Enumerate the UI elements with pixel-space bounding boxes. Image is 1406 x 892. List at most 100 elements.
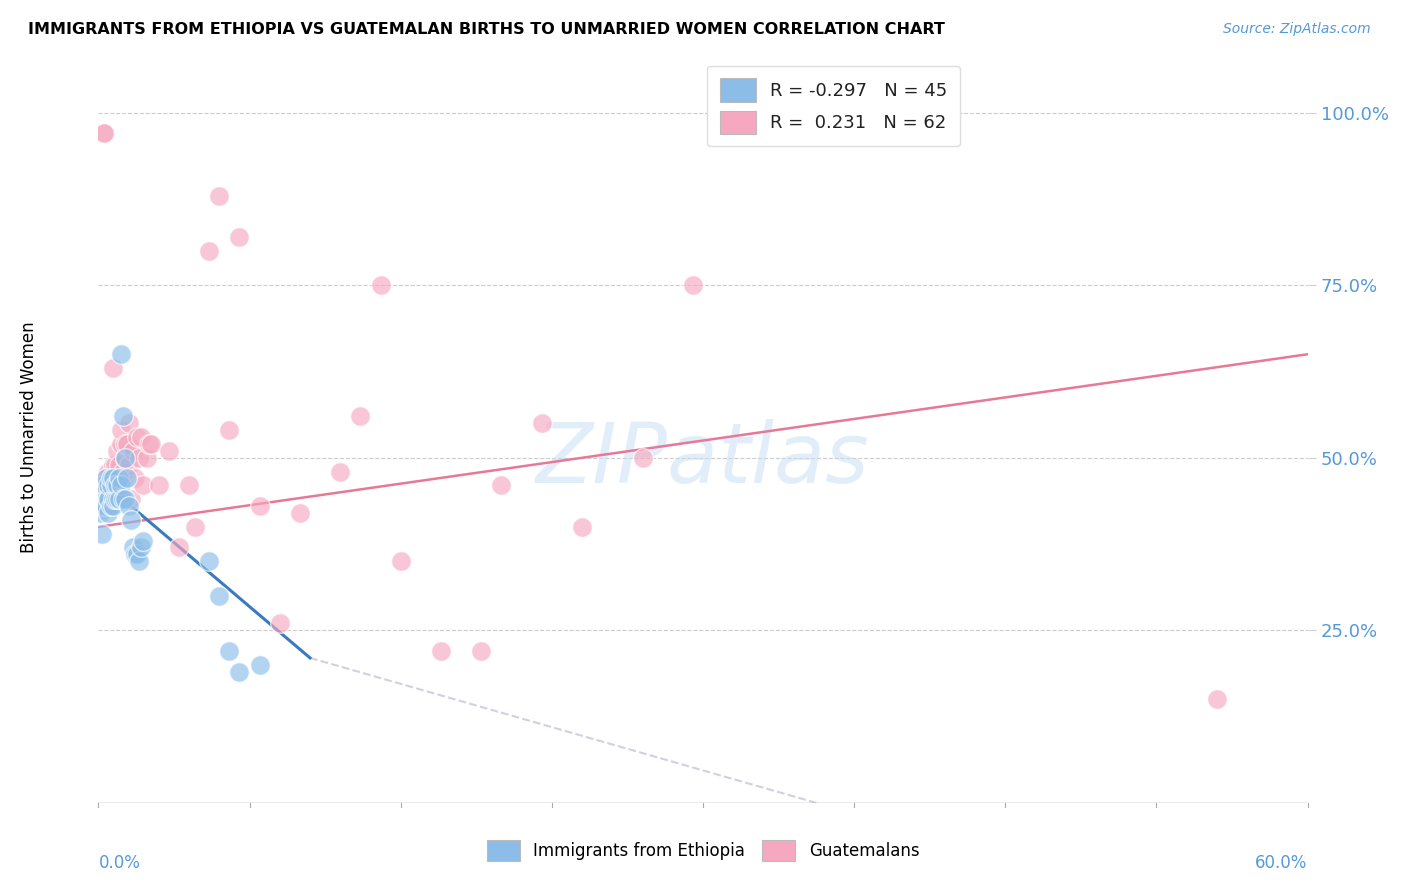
Point [114,450,136,465]
Point [115,437,138,451]
Point [111,492,134,507]
Point [89,485,111,500]
Point [101,458,124,472]
Point [208,589,231,603]
Point [349,409,371,424]
Point [111,409,134,424]
Point [631,450,654,465]
Point [103,458,125,472]
Point [329,465,352,479]
Point [179,478,201,492]
Point [91,499,114,513]
Point [110,423,132,437]
Point [139,437,162,451]
Point [97,478,120,492]
Point [129,430,152,444]
Point [110,347,132,361]
Point [129,541,152,555]
Point [107,458,129,472]
Point [470,644,492,658]
Point [96,478,118,492]
Point [93,499,115,513]
Point [100,478,122,492]
Point [96,471,118,485]
Point [132,478,155,492]
Point [198,554,221,568]
Point [97,471,120,485]
Point [120,513,142,527]
Point [111,465,134,479]
Point [218,423,240,437]
Point [571,520,593,534]
Point [97,492,120,507]
Point [107,471,129,485]
Point [682,278,704,293]
Point [125,548,148,562]
Text: 60.0%: 60.0% [1256,854,1308,872]
Point [89,492,111,507]
Point [370,278,392,293]
Point [107,471,129,485]
Text: IMMIGRANTS FROM ETHIOPIA VS GUATEMALAN BIRTHS TO UNMARRIED WOMEN CORRELATION CHA: IMMIGRANTS FROM ETHIOPIA VS GUATEMALAN B… [28,22,945,37]
Point [228,665,250,679]
Point [218,644,240,658]
Point [91,478,114,492]
Point [114,450,136,465]
Point [128,554,150,568]
Point [93,127,115,141]
Point [118,499,141,513]
Point [125,430,148,444]
Point [110,437,132,451]
Point [115,471,138,485]
Legend: Immigrants from Ethiopia, Guatemalans: Immigrants from Ethiopia, Guatemalans [479,833,927,868]
Point [93,127,115,141]
Point [107,492,129,507]
Text: Source: ZipAtlas.com: Source: ZipAtlas.com [1223,22,1371,37]
Point [100,471,122,485]
Point [208,188,231,202]
Point [93,492,115,507]
Point [114,492,136,507]
Point [89,506,111,520]
Point [101,471,124,485]
Point [121,443,143,458]
Point [198,244,221,258]
Point [91,471,114,485]
Point [184,520,207,534]
Point [105,492,128,507]
Point [103,492,125,507]
Point [101,361,124,376]
Point [91,526,114,541]
Point [118,417,141,431]
Point [100,471,122,485]
Point [269,616,291,631]
Point [97,492,120,507]
Point [100,499,122,513]
Point [96,471,118,485]
Point [120,492,142,507]
Point [124,471,146,485]
Point [249,657,271,672]
Point [157,443,180,458]
Point [132,533,155,548]
Point [288,506,311,520]
Point [530,417,553,431]
Point [228,230,250,244]
Point [138,437,160,451]
Point [100,478,122,492]
Point [128,450,150,465]
Point [97,506,120,520]
Text: 0.0%: 0.0% [98,854,141,872]
Point [105,443,128,458]
Point [114,437,136,451]
Text: Births to Unmarried Women: Births to Unmarried Women [20,321,38,553]
Point [121,541,143,555]
Point [101,499,124,513]
Point [97,465,120,479]
Point [249,499,271,513]
Text: ZIPatlas: ZIPatlas [536,418,870,500]
Point [148,478,170,492]
Point [93,478,115,492]
Point [430,644,453,658]
Point [105,478,128,492]
